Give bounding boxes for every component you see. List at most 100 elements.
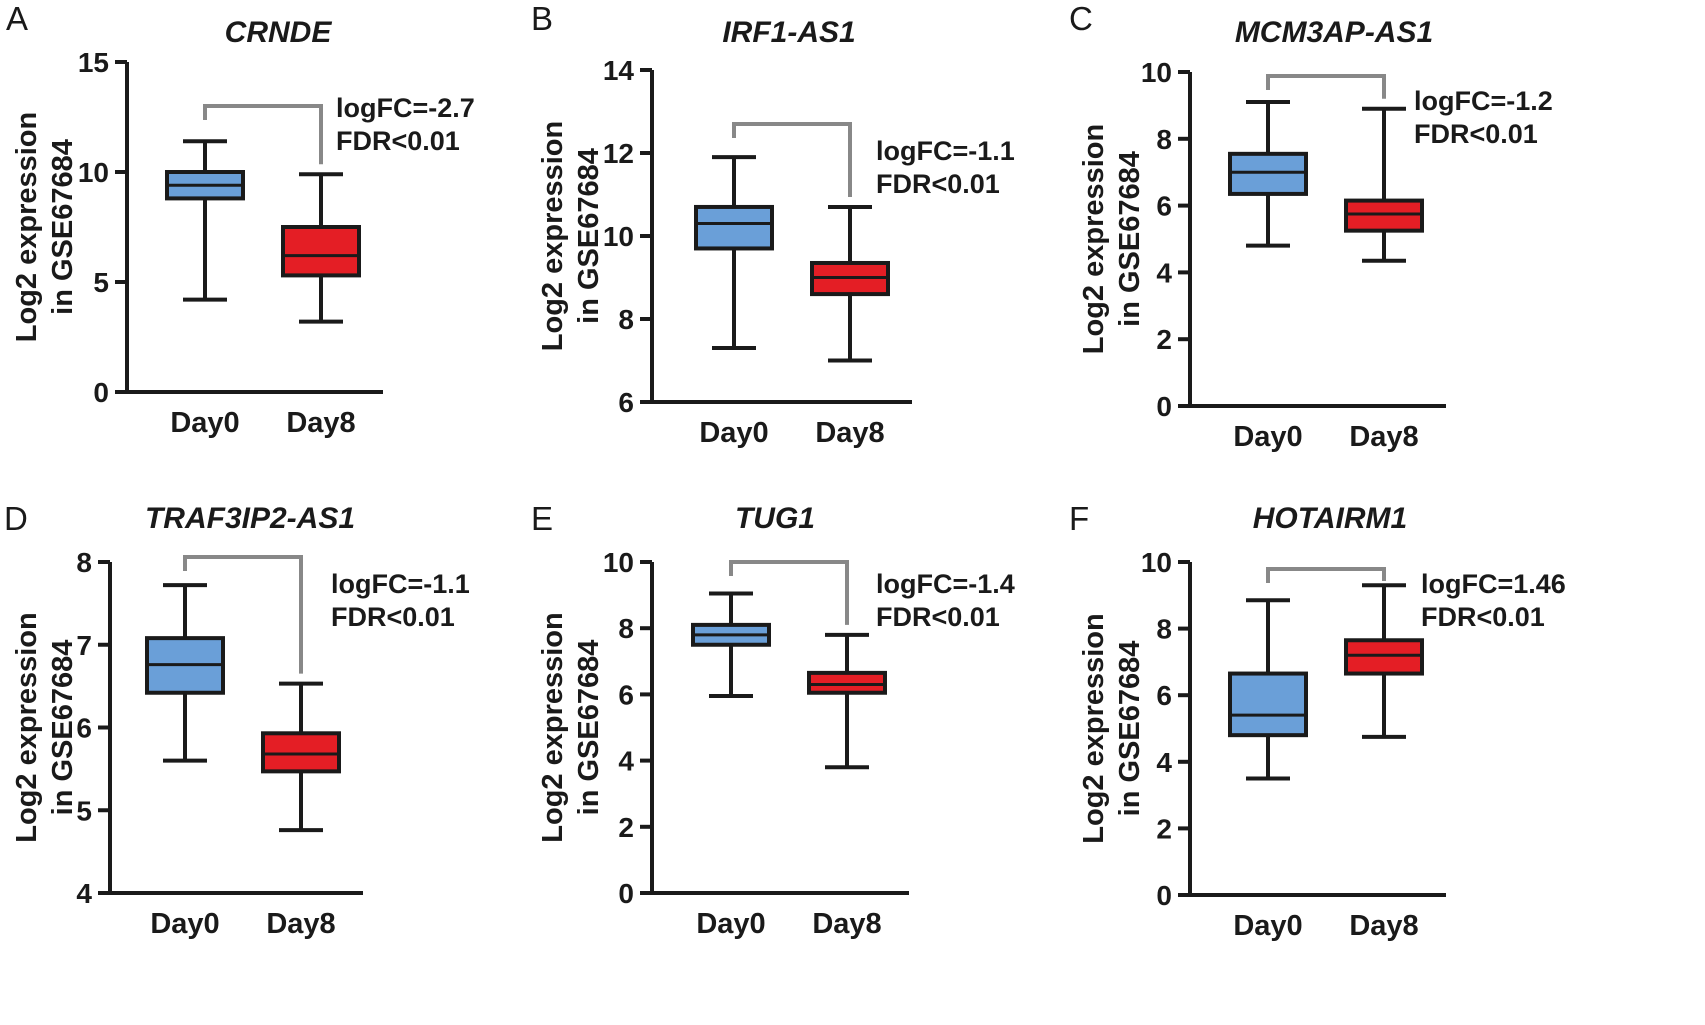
y-axis-label-line1: Log2 expression: [1078, 613, 1110, 843]
box-day0: [145, 583, 225, 763]
panel-title: IRF1-AS1: [722, 16, 855, 49]
fdr-annotation: FDR<0.01: [331, 602, 455, 632]
x-tick-label: Day0: [696, 908, 765, 940]
x-tick-label: Day0: [150, 908, 219, 940]
box-day8: [261, 681, 341, 833]
significance-bracket: [1266, 74, 1386, 99]
panel-c: C MCM3AP-AS1 Log2 expression in GSE67684 0 2 4…: [1069, 0, 1553, 453]
y-tick-label: 0: [618, 878, 634, 909]
y-axis-label-line1: Log2 expression: [11, 612, 43, 842]
y-axis-label-line2: in GSE67684: [1114, 641, 1146, 817]
panel-label: D: [4, 500, 28, 537]
logfc-annotation: logFC=-1.4: [876, 569, 1015, 599]
x-tick-label: Day8: [815, 417, 884, 449]
x-tick-label: Day0: [699, 417, 768, 449]
box-day8: [1344, 583, 1424, 739]
y-tick-label: 5: [76, 795, 92, 826]
box-day8: [281, 172, 361, 324]
y-tick-label: 0: [1156, 391, 1172, 422]
y-tick-label: 2: [1156, 813, 1172, 844]
significance-bracket: [729, 560, 849, 625]
panel-f: F HOTAIRM1 Log2 expression in GSE67684 0 2 4 6 8…: [1069, 500, 1566, 942]
panel-e: E TUG1 Log2 expression in GSE67684 0 2 4 6 8 10 Da…: [531, 500, 1015, 940]
fdr-annotation: FDR<0.01: [1421, 602, 1545, 632]
significance-bracket: [732, 122, 852, 197]
y-tick-label: 8: [618, 613, 634, 644]
x-tick-label: Day8: [1349, 421, 1418, 453]
y-tick-label: 8: [1156, 124, 1172, 155]
y-tick-label: 10: [603, 221, 634, 252]
y-tick-label: 2: [1156, 324, 1172, 355]
y-tick-label: 10: [1141, 57, 1172, 88]
x-tick-label: Day8: [286, 407, 355, 439]
y-tick-label: 10: [78, 157, 109, 188]
significance-bracket: [203, 104, 323, 165]
box-day8: [810, 204, 890, 363]
x-tick-label: Day0: [1233, 910, 1302, 942]
panel-title: MCM3AP-AS1: [1235, 16, 1433, 49]
x-tick-label: Day0: [1233, 421, 1302, 453]
box-day8: [807, 632, 887, 770]
box-day0: [1228, 100, 1308, 248]
panel-label: E: [531, 500, 553, 537]
box-day0: [165, 139, 245, 302]
box-day0: [1228, 598, 1308, 781]
panel-title: TUG1: [735, 502, 815, 535]
y-tick-label: 8: [76, 547, 92, 578]
logfc-annotation: logFC=-1.1: [876, 136, 1015, 166]
y-tick-label: 10: [1141, 547, 1172, 578]
y-axis-label-line1: Log2 expression: [537, 121, 569, 351]
panel-label: A: [6, 0, 28, 37]
significance-bracket: [183, 555, 303, 674]
x-tick-label: Day0: [170, 407, 239, 439]
y-tick-label: 15: [78, 47, 109, 78]
y-tick-label: 4: [1156, 747, 1172, 778]
significance-bracket: [1266, 567, 1386, 583]
y-axis-label-line1: Log2 expression: [11, 112, 43, 342]
y-tick-label: 2: [618, 812, 634, 843]
iqr-box: [1344, 198, 1424, 233]
y-tick-label: 6: [1156, 191, 1172, 222]
panel-title: HOTAIRM1: [1253, 502, 1407, 535]
logfc-annotation: logFC=1.46: [1421, 569, 1566, 599]
fdr-annotation: FDR<0.01: [1414, 119, 1538, 149]
y-tick-label: 5: [93, 267, 109, 298]
box-day0: [691, 591, 771, 699]
box-day0: [694, 155, 774, 351]
panel-label: F: [1069, 500, 1089, 537]
logfc-annotation: logFC=-2.7: [336, 93, 475, 123]
y-tick-label: 0: [93, 377, 109, 408]
y-tick-label: 10: [603, 547, 634, 578]
y-tick-label: 12: [603, 138, 634, 169]
y-axis-label: Log2 expression in GSE67684: [537, 121, 605, 351]
y-tick-label: 8: [618, 304, 634, 335]
y-axis-label-line1: Log2 expression: [537, 612, 569, 842]
panel-label: C: [1069, 0, 1093, 37]
x-tick-label: Day8: [1349, 910, 1418, 942]
y-tick-label: 6: [76, 713, 92, 744]
iqr-box: [1228, 151, 1308, 196]
iqr-box: [694, 204, 774, 251]
panel-title: CRNDE: [225, 16, 333, 49]
y-tick-label: 14: [603, 55, 635, 86]
y-axis-label: Log2 expression in GSE67684: [1078, 124, 1146, 354]
iqr-box: [1228, 671, 1308, 738]
y-tick-label: 4: [618, 746, 634, 777]
y-tick-label: 8: [1156, 614, 1172, 645]
y-tick-label: 6: [618, 679, 634, 710]
panel-b: B IRF1-AS1 Log2 expression in GSE67684 6 8 10 1…: [531, 0, 1015, 449]
panel-a: A CRNDE Log2 expression in GSE67684 0 5 10 15 Da…: [6, 0, 475, 439]
y-axis-label-line2: in GSE67684: [47, 640, 79, 816]
fdr-annotation: FDR<0.01: [876, 169, 1000, 199]
x-tick-label: Day8: [266, 908, 335, 940]
y-tick-label: 4: [1156, 257, 1172, 288]
iqr-box: [807, 670, 887, 695]
y-tick-label: 4: [76, 878, 92, 909]
iqr-box: [1344, 638, 1424, 676]
iqr-box: [281, 225, 361, 278]
panel-d: D TRAF3IP2-AS1 Log2 expression in GSE67684 4…: [4, 500, 470, 940]
box-day8: [1344, 106, 1424, 263]
y-axis-label-line2: in GSE67684: [47, 139, 79, 315]
iqr-box: [261, 731, 341, 774]
